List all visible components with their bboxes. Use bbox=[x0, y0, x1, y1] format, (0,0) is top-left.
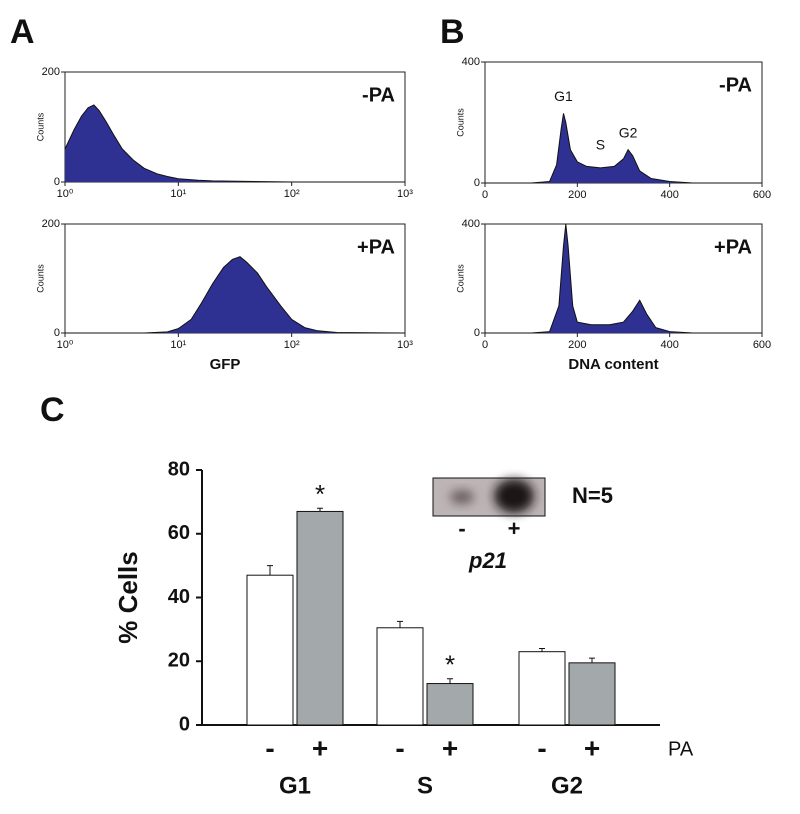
peak-label: G1 bbox=[554, 88, 573, 104]
y-tick-label: 0 bbox=[54, 327, 60, 339]
series-label: + bbox=[442, 732, 458, 763]
blot-band bbox=[494, 479, 534, 513]
x-tick-label: 10³ bbox=[397, 188, 413, 200]
category-label: G1 bbox=[279, 772, 311, 799]
peak-label: G2 bbox=[619, 124, 638, 140]
x-tick-label: 200 bbox=[568, 189, 586, 201]
x-tick-label: 600 bbox=[753, 339, 771, 351]
annotation: +PA bbox=[357, 236, 395, 258]
y-tick-label: 40 bbox=[168, 586, 190, 608]
category-label: S bbox=[417, 772, 433, 799]
significance-mark: * bbox=[315, 479, 325, 509]
y-tick-label: 80 bbox=[168, 458, 190, 480]
blot-band bbox=[450, 490, 474, 504]
x-axis-label: DNA content bbox=[568, 356, 658, 373]
error-bar bbox=[397, 620, 403, 628]
histogram-fill bbox=[65, 105, 405, 182]
error-bar bbox=[589, 657, 595, 663]
y-tick-label: 400 bbox=[462, 218, 480, 230]
y-tick-label: 20 bbox=[168, 650, 190, 672]
x-tick-label: 400 bbox=[660, 189, 678, 201]
error-bar bbox=[317, 507, 323, 512]
y-tick-label: 200 bbox=[42, 66, 60, 78]
y-tick-label: 200 bbox=[42, 218, 60, 230]
series-label: - bbox=[395, 732, 404, 763]
y-axis-label: Counts bbox=[455, 264, 465, 293]
error-bar bbox=[539, 648, 545, 652]
y-tick-label: 400 bbox=[462, 56, 480, 68]
error-bar bbox=[267, 565, 273, 576]
annotation: -PA bbox=[362, 84, 395, 106]
x-axis-label: GFP bbox=[210, 356, 241, 373]
bar bbox=[296, 510, 344, 726]
x-tick-label: 10² bbox=[284, 339, 300, 351]
x-tick-label: 10³ bbox=[397, 339, 413, 351]
blot-lane-label: + bbox=[508, 516, 521, 541]
histogram bbox=[65, 256, 406, 334]
significance-mark: * bbox=[445, 650, 455, 680]
error-bar bbox=[447, 678, 453, 684]
peak-label: S bbox=[596, 137, 605, 153]
panel-label: A bbox=[10, 13, 35, 51]
x-tick-label: 10² bbox=[284, 188, 300, 200]
histogram bbox=[485, 113, 762, 184]
y-axis-label: Counts bbox=[35, 112, 45, 141]
x-tick-label: 600 bbox=[753, 189, 771, 201]
y-tick-label: 0 bbox=[474, 177, 480, 189]
y-tick-label: 60 bbox=[168, 522, 190, 544]
blot-lane-label: - bbox=[458, 516, 465, 541]
x-tick-label: 0 bbox=[482, 339, 488, 351]
x-tick-label: 10⁰ bbox=[57, 188, 74, 200]
histogram bbox=[485, 223, 762, 334]
bar bbox=[426, 683, 474, 726]
annotation: -PA bbox=[719, 74, 752, 96]
x-tick-label: 0 bbox=[482, 189, 488, 201]
bar bbox=[376, 627, 424, 726]
histogram bbox=[64, 104, 405, 183]
bar bbox=[246, 574, 294, 726]
series-label: + bbox=[584, 732, 600, 763]
x-tick-label: 400 bbox=[660, 339, 678, 351]
x-tick-label: 10¹ bbox=[170, 188, 186, 200]
inset-label: p21 bbox=[468, 548, 507, 573]
x-tick-label: 10⁰ bbox=[57, 339, 74, 351]
y-axis-label: % Cells bbox=[113, 551, 143, 644]
series-label: - bbox=[265, 732, 274, 763]
series-label: + bbox=[312, 732, 328, 763]
y-axis-label: Counts bbox=[455, 108, 465, 137]
bar bbox=[568, 662, 616, 726]
x-tick-label: 200 bbox=[568, 339, 586, 351]
category-label: G2 bbox=[551, 772, 583, 799]
annotation: +PA bbox=[714, 236, 752, 258]
note: N=5 bbox=[572, 483, 613, 508]
histogram-fill bbox=[65, 256, 405, 333]
y-tick-label: 0 bbox=[474, 327, 480, 339]
blot-inset bbox=[432, 477, 546, 517]
bar bbox=[518, 651, 566, 726]
x-tick-label: 10¹ bbox=[170, 339, 186, 351]
panel-label: B bbox=[440, 13, 465, 51]
y-axis-label: Counts bbox=[35, 264, 45, 293]
series-label: - bbox=[537, 732, 546, 763]
group-label: PA bbox=[668, 738, 694, 760]
y-tick-label: 0 bbox=[54, 176, 60, 188]
y-tick-label: 0 bbox=[179, 713, 190, 735]
histogram-fill bbox=[485, 113, 762, 183]
panel-label: C bbox=[40, 391, 65, 429]
